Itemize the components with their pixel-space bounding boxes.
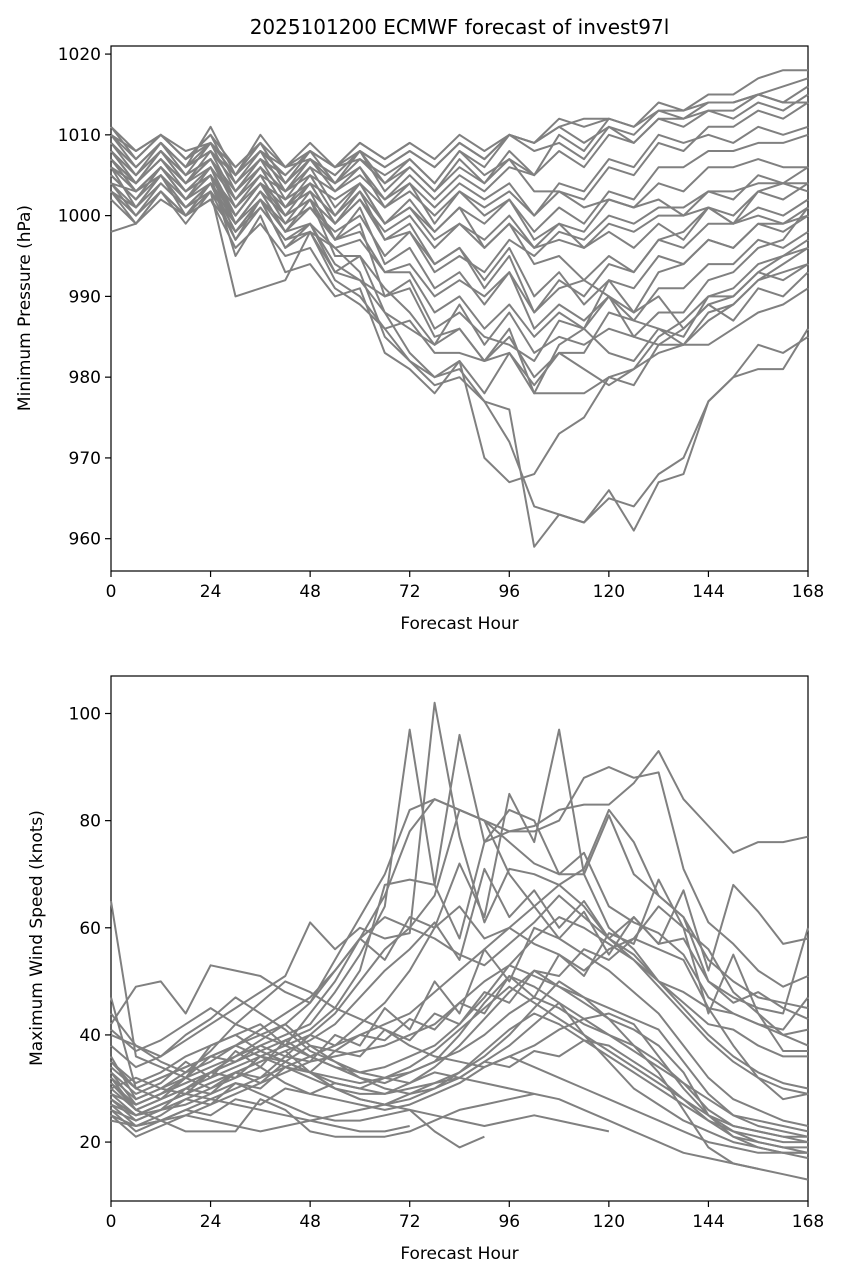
series-line-m03 [110,905,809,1047]
series-line-m11 [110,883,809,1122]
series-line-m21 [110,158,809,395]
series-line-m27 [110,1092,410,1133]
series-line-m20 [110,975,809,1133]
y-tick-label: 1000 [58,207,101,227]
x-tick-label: 72 [399,582,421,602]
series-line-m30 [110,117,609,177]
series-line-m25 [110,894,809,1095]
wind-chart: 0 24 48 72 96 120 144 168 20 40 60 80 100 Forecast … [27,675,824,1264]
x-tick-label: 48 [299,582,321,602]
series-line-m14 [110,964,809,1138]
series-line-m23 [110,166,809,362]
series-line-m13 [110,190,809,524]
x-tick-label: 120 [593,582,625,602]
series-line-m04 [110,701,808,1058]
x-tick-label: 120 [593,1212,625,1232]
series-line-m17 [110,166,809,354]
series-line-m01 [110,69,808,193]
series-group [110,69,809,548]
series-line-m22 [110,150,809,387]
x-tick-label: 96 [498,582,520,602]
y-tick-label: 960 [69,530,101,550]
y-tick-label: 80 [79,812,101,832]
pressure-chart: 2025101200 ECMWF forecast of invest97l 0… [15,15,824,634]
x-axis-label: Forecast Hour [400,614,518,634]
x-tick-label: 0 [106,582,117,602]
series-line-m08 [110,808,809,1111]
x-tick-label: 144 [692,1212,724,1232]
y-tick-label: 990 [69,287,101,307]
chart-title: 2025101200 ECMWF forecast of invest97l [250,15,670,39]
series-line-m13 [110,905,809,1133]
series-line-m10 [110,190,809,314]
x-tick-label: 24 [200,1212,222,1232]
series-line-m26 [110,985,808,1138]
series-line-m25 [110,166,809,330]
y-tick-label: 980 [69,368,101,388]
series-line-m28 [110,1103,610,1133]
series-line-m15 [110,150,809,548]
series-line-m24 [110,141,809,225]
series-line-m18 [110,996,809,1144]
series-group [110,701,809,1181]
y-tick-label: 970 [69,449,101,469]
x-tick-label: 72 [399,1212,421,1232]
series-line-m29 [110,1082,535,1138]
x-tick-label: 0 [106,1212,117,1232]
series-line-m23 [110,1055,808,1154]
y-tick-label: 20 [79,1133,101,1153]
y-tick-label: 60 [79,919,101,939]
series-line-m17 [110,969,808,1149]
series-line-m12 [110,190,809,387]
series-line-m31 [110,150,535,193]
x-tick-label: 48 [299,1212,321,1232]
x-axis: 0 24 48 72 96 120 144 168 [106,571,824,602]
x-tick-label: 96 [498,1212,520,1232]
y-axis: 960 970 980 990 1000 1010 1020 [58,45,111,550]
plot-area-frame [110,45,809,572]
series-line-m31 [110,1044,759,1170]
series-line-m19 [110,134,809,249]
y-axis: 20 40 60 80 100 [69,705,111,1153]
x-tick-label: 168 [792,1212,824,1232]
series-line-m24 [110,916,809,1090]
series-line-m02 [110,766,809,1090]
series-line-m05 [110,101,809,217]
series-line-m27 [110,150,809,346]
series-line-m22 [110,1012,808,1144]
y-tick-label: 40 [79,1026,101,1046]
x-axis-label: Forecast Hour [400,1244,518,1264]
x-tick-label: 168 [792,582,824,602]
y-tick-label: 100 [69,705,101,725]
y-axis-label: Minimum Pressure (hPa) [15,205,35,411]
x-tick-label: 24 [200,582,222,602]
series-line-m26 [110,174,809,346]
x-axis: 0 24 48 72 96 120 144 168 [106,1201,824,1232]
series-line-m19 [110,980,809,1160]
y-tick-label: 1020 [58,45,101,65]
series-line-m30 [110,1082,485,1149]
y-tick-label: 1010 [58,126,101,146]
x-tick-label: 144 [692,582,724,602]
y-axis-label: Maximum Wind Speed (knots) [27,810,47,1066]
